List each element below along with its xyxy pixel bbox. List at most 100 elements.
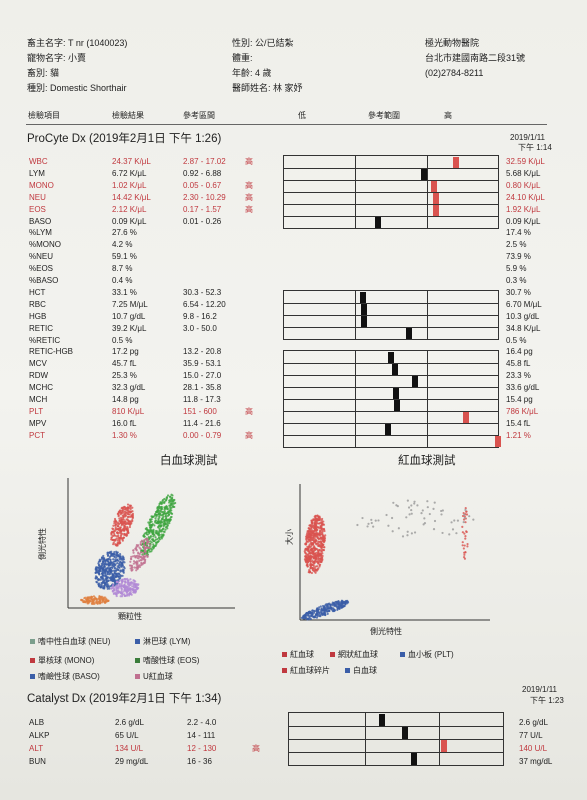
- weight: 體重:: [232, 53, 253, 63]
- rbc-legend-plt: 血小板 (PLT): [400, 650, 454, 660]
- cbc-mcv-value: 45.7 fL: [112, 359, 137, 369]
- rbc-legend-wbc: 白血球: [345, 666, 377, 676]
- rbc-x-label: 側光特性: [370, 627, 402, 636]
- cbc-mono-ref: 0.05 - 0.67: [183, 180, 222, 190]
- chem-alkp-ref: 14 - 111: [187, 731, 216, 740]
- col-reference: 參考區間: [183, 111, 215, 120]
- range-marker: [375, 217, 381, 228]
- range-row-line: [284, 411, 498, 412]
- range-marker: [392, 364, 398, 375]
- wbc-scatter-plot: [67, 478, 235, 609]
- cbc-rdw-name: RDW: [29, 371, 49, 381]
- eos-swatch: [135, 658, 140, 664]
- cbc-plt-prev: 786 K/μL: [506, 406, 539, 416]
- cbc-wbc-ref: 2.87 - 17.02: [183, 157, 226, 166]
- header-rule: [26, 124, 547, 125]
- rbc-cluster: [303, 514, 327, 575]
- cbc-wbc-prev: 32.59 K/μL: [506, 157, 545, 166]
- wbc-y-label: 側光特性: [38, 528, 47, 560]
- breed: 種別: Domestic Shorthair: [27, 83, 127, 93]
- cbc-baso-ref: 0.01 - 0.26: [183, 216, 222, 226]
- cbc-hct-value: 33.1 %: [112, 287, 137, 297]
- cbc-mch-name: MCH: [29, 395, 48, 404]
- mono-cluster: [110, 503, 135, 547]
- cbc-rbc-name: RBC: [29, 299, 46, 309]
- range-marker: [394, 400, 400, 411]
- cbc-eos-name: EOS: [29, 204, 46, 214]
- cbc-lym-ref: 0.92 - 6.88: [183, 168, 222, 178]
- chem-alb-name: ALB: [29, 718, 45, 727]
- chem-alb-ref: 2.2 - 4.0: [187, 718, 217, 727]
- range-row-line: [284, 303, 498, 304]
- cbc-mcv-ref: 35.9 - 53.1: [183, 359, 222, 369]
- range-marker: [411, 753, 417, 765]
- chem-alt-prev: 140 U/L: [519, 744, 548, 753]
- lym-swatch: [135, 639, 140, 645]
- wbc-legend-urbc: U紅血球: [135, 672, 173, 682]
- cbc-mono-name: %MONO: [29, 240, 61, 250]
- range-row-line: [289, 739, 503, 740]
- rbc-legend-retic: 網狀紅血球: [330, 650, 378, 660]
- cbc-retic-value: 39.2 K/μL: [112, 323, 147, 333]
- cbc-baso-prev: 0.09 K/μL: [506, 216, 541, 226]
- cbc-retic-name: RETIC: [29, 323, 53, 333]
- cbc-mono-prev: 2.5 %: [506, 240, 527, 250]
- cbc-retic-hgb-name: RETIC-HGB: [29, 347, 73, 357]
- urbc-swatch: [135, 674, 140, 680]
- baso-cluster: [110, 577, 140, 598]
- cbc-mchc-ref: 28.1 - 35.8: [183, 383, 222, 393]
- cbc-wbc-value: 24.37 K/μL: [112, 157, 151, 166]
- range-row-line: [284, 435, 498, 436]
- cbc-neu-value: 14.42 K/μL: [112, 192, 151, 202]
- cbc-retic-hgb-prev: 16.4 pg: [506, 347, 533, 357]
- range-row-line: [284, 315, 498, 316]
- cbc-neu-ref: 2.30 - 10.29: [183, 192, 226, 202]
- range-row-line: [284, 387, 498, 388]
- range-marker: [393, 388, 399, 399]
- sex: 性別: 公/已結紮: [232, 38, 294, 48]
- cbc-hgb-ref: 9.8 - 16.2: [183, 311, 217, 321]
- wbc-legend-eos: 嗜酸性球 (EOS): [135, 656, 199, 666]
- cbc-lym-prev: 17.4 %: [506, 228, 531, 238]
- chem-alb-prev: 2.6 g/dL: [519, 718, 548, 727]
- chem-alt-value: 134 U/L: [115, 744, 144, 753]
- cbc-mch-ref: 11.8 - 17.3: [183, 395, 221, 404]
- plt-cluster: [300, 599, 350, 621]
- clinic-phone: (02)2784-8211: [425, 68, 484, 78]
- retic-swatch: [330, 652, 335, 658]
- range-marker: [379, 714, 385, 726]
- frag-cluster: [461, 507, 469, 560]
- cbc-rbc-value: 7.25 M/μL: [112, 299, 148, 309]
- range-marker: [388, 352, 394, 363]
- mono-swatch: [30, 658, 35, 664]
- cbc-hct-name: HCT: [29, 287, 46, 297]
- cbc-rdw-ref: 15.0 - 27.0: [183, 371, 222, 381]
- range-marker: [361, 316, 367, 327]
- rbc-legend-frag: 紅血球碎片: [282, 666, 330, 676]
- cbc-mchc-name: MCHC: [29, 383, 53, 393]
- range-marker: [453, 157, 459, 168]
- chem-bun-prev: 37 mg/dL: [519, 757, 553, 766]
- cbc-eos-ref: 0.17 - 1.57: [183, 204, 222, 214]
- cbc-rbc-ref: 6.54 - 12.20: [183, 299, 226, 309]
- range-marker: [441, 740, 447, 752]
- cbc-hgb-prev: 10.3 g/dL: [506, 311, 540, 321]
- cbc-lym-value: 6.72 K/μL: [112, 168, 147, 178]
- chem-alkp-name: ALKP: [29, 731, 50, 740]
- range-row-line: [284, 204, 498, 205]
- wbc-swatch: [345, 668, 350, 674]
- chem-bun-ref: 16 - 36: [187, 757, 212, 766]
- col-high: 高: [444, 111, 452, 120]
- cbc-pct-prev: 1.21 %: [506, 430, 531, 440]
- range-row-line: [289, 752, 503, 753]
- age: 年齡: 4 歲: [232, 68, 272, 78]
- range-row-line: [284, 423, 498, 424]
- cbc-pct-name: PCT: [29, 430, 45, 440]
- cbc-retic-name: %RETIC: [29, 335, 61, 345]
- cbc-mpv-prev: 15.4 fL: [506, 418, 531, 428]
- chem-alkp-prev: 77 U/L: [519, 731, 543, 740]
- wbc-legend-mono: 單核球 (MONO): [30, 656, 94, 666]
- cbc-mch-prev: 15.4 pg: [506, 395, 533, 404]
- wbc-legend-neu: 嗜中性白血球 (NEU): [30, 637, 110, 647]
